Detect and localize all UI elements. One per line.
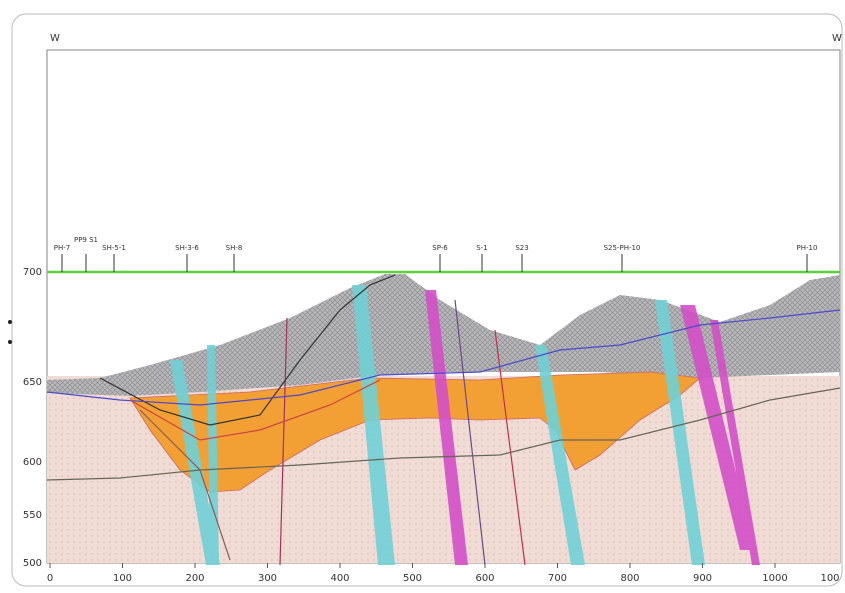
dot: [8, 340, 12, 344]
borehole-label: S-1: [476, 244, 487, 252]
x-tick-label: 800: [620, 573, 639, 584]
x-tick-label: 200: [185, 573, 204, 584]
side-label: W: [50, 33, 60, 44]
x-tick-label: 1000: [762, 573, 787, 584]
borehole-label: S25-PH-10: [604, 244, 641, 252]
dot: [8, 320, 12, 324]
borehole-label: SH-8: [226, 244, 243, 252]
borehole-label: PP9 S1: [74, 236, 98, 244]
x-tick-label: 600: [475, 573, 494, 584]
borehole-label: PH-7: [54, 244, 70, 252]
x-tick-label: 300: [258, 573, 277, 584]
y-tick-label: 700: [23, 267, 42, 278]
borehole-label: SP-6: [432, 244, 448, 252]
y-tick-label: 600: [23, 457, 42, 468]
x-tick-label: 0: [47, 573, 53, 584]
borehole-label: SH-3-6: [175, 244, 199, 252]
x-tick-label: 400: [330, 573, 349, 584]
x-tick-label: 100: [113, 573, 132, 584]
side-label: W: [832, 33, 842, 44]
y-tick-label: 650: [23, 377, 42, 388]
x-tick-label: 900: [693, 573, 712, 584]
borehole-label: S23: [515, 244, 528, 252]
x-tick-label: 100: [820, 573, 839, 584]
y-tick-label: 550: [23, 510, 42, 521]
cross-section: W W 0 100 200 300 400 500 600 700 800 900 1000 100 7…: [0, 0, 845, 589]
borehole-label: SH-5-1: [102, 244, 126, 252]
y-tick-label: 500: [23, 558, 42, 569]
x-tick-label: 700: [548, 573, 567, 584]
borehole-label: PH-10: [797, 244, 818, 252]
x-tick-label: 500: [403, 573, 422, 584]
